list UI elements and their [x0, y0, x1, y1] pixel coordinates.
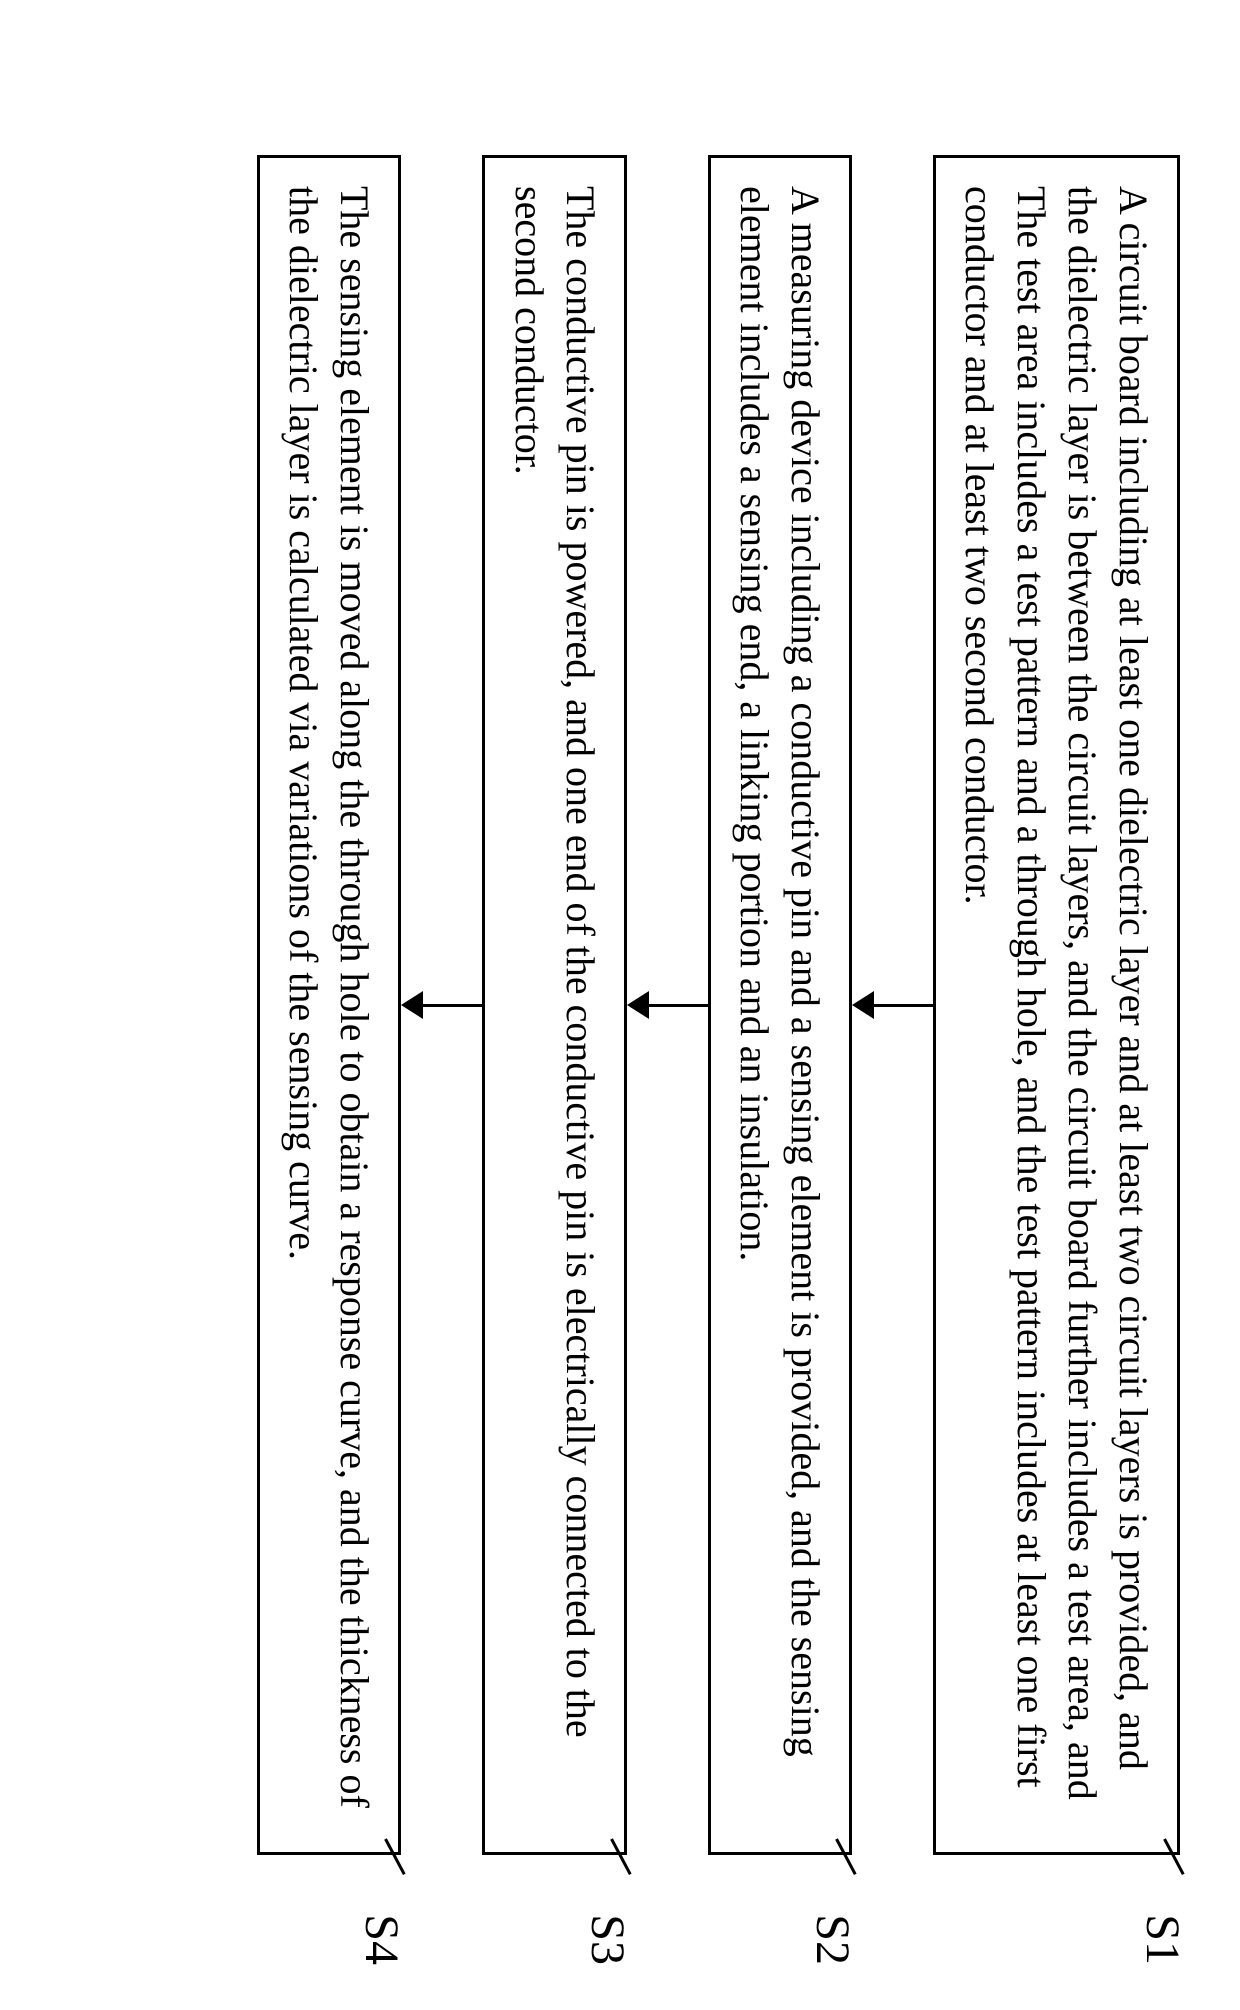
flow-step-s3: The conductive pin is powered, and one e… — [483, 155, 627, 1855]
arrow-line — [873, 1004, 933, 1007]
flow-box: The sensing element is moved along the t… — [257, 155, 401, 1855]
flow-box: A circuit board including at least one d… — [933, 155, 1180, 1855]
arrow-line — [423, 1004, 483, 1007]
rotated-layout: A circuit board including at least one d… — [0, 0, 1240, 2010]
arrow-line — [648, 1004, 708, 1007]
flow-step-s4: The sensing element is moved along the t… — [257, 155, 401, 1855]
step-label: S2 — [805, 1914, 860, 1965]
step-label: S1 — [1135, 1914, 1190, 1965]
flow-step-s1: A circuit board including at least one d… — [933, 155, 1180, 1855]
flow-arrow — [402, 155, 483, 1855]
step-label: S4 — [355, 1914, 410, 1965]
flow-step-s2: A measuring device including a conductiv… — [708, 155, 852, 1855]
flow-box: The conductive pin is powered, and one e… — [483, 155, 627, 1855]
flow-box: A measuring device including a conductiv… — [708, 155, 852, 1855]
flow-arrow — [627, 155, 708, 1855]
arrow-head-icon — [627, 991, 649, 1019]
figure-canvas: A circuit board including at least one d… — [0, 0, 1240, 2010]
arrow-head-icon — [852, 991, 874, 1019]
arrow-head-icon — [402, 991, 424, 1019]
flowchart: A circuit board including at least one d… — [257, 80, 1180, 1930]
flow-arrow — [852, 155, 933, 1855]
step-label: S3 — [580, 1914, 635, 1965]
